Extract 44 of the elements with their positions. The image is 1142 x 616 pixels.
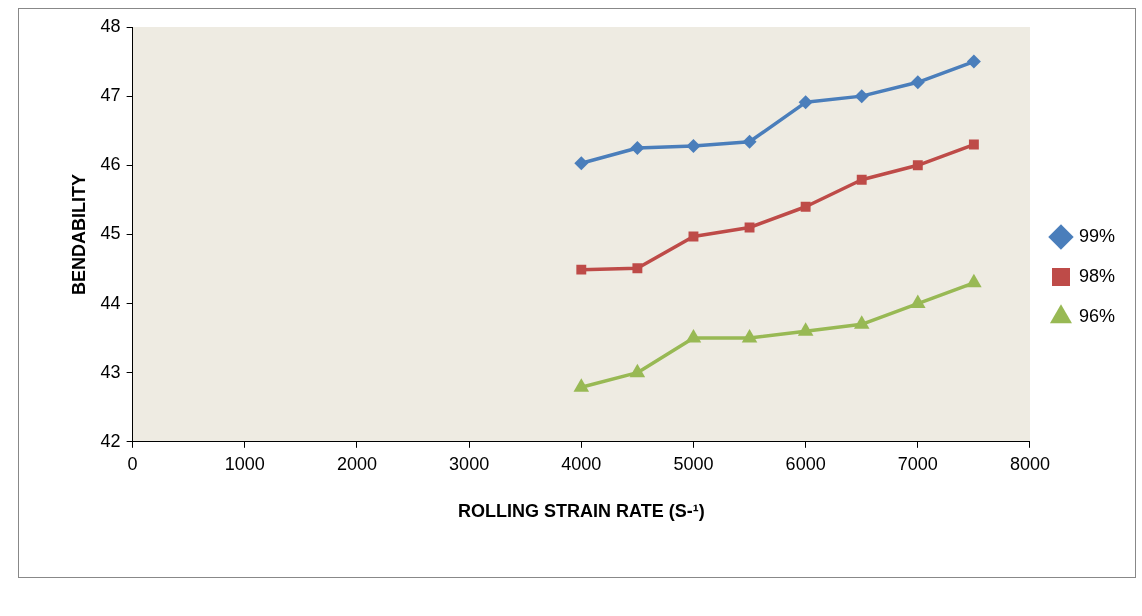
point xyxy=(744,222,755,233)
point xyxy=(966,54,981,69)
x-tick-label: 5000 xyxy=(673,453,714,474)
point xyxy=(912,160,923,171)
x-tick-label: 3000 xyxy=(449,453,490,474)
point xyxy=(741,329,758,343)
y-tick-label: 43 xyxy=(100,361,121,382)
y-tick-label: 47 xyxy=(100,85,121,106)
x-tick-label: 8000 xyxy=(1009,453,1050,474)
point xyxy=(686,138,701,153)
point xyxy=(685,329,702,343)
point xyxy=(576,264,587,275)
y-tick-label: 45 xyxy=(100,223,121,244)
y-tick-label: 48 xyxy=(100,15,121,36)
point xyxy=(966,273,982,288)
point xyxy=(910,75,925,90)
y-tick-label: 44 xyxy=(100,292,121,313)
point xyxy=(853,315,870,329)
x-tick-label: 0 xyxy=(127,453,138,474)
x-axis-title: ROLLING STRAIN RATE (S-¹) xyxy=(457,501,705,522)
point xyxy=(574,156,589,171)
x-tick-label: 1000 xyxy=(224,453,265,474)
point xyxy=(854,89,869,104)
point xyxy=(629,363,646,378)
y-tick-label: 46 xyxy=(100,154,121,175)
point xyxy=(856,174,867,185)
legend-label: 98% xyxy=(1078,265,1115,286)
point xyxy=(630,140,645,155)
legend-label: 96% xyxy=(1078,305,1115,326)
point xyxy=(573,378,590,392)
x-tick-label: 4000 xyxy=(561,453,602,474)
point xyxy=(798,95,813,110)
point xyxy=(742,134,757,149)
y-axis-title: BENDABILITY xyxy=(68,173,89,295)
x-tick-label: 7000 xyxy=(897,453,938,474)
point xyxy=(910,294,926,309)
x-tick-label: 6000 xyxy=(785,453,826,474)
point xyxy=(800,201,811,212)
legend-label: 99% xyxy=(1078,225,1115,246)
point xyxy=(632,263,643,274)
x-tick-label: 2000 xyxy=(336,453,377,474)
point xyxy=(968,139,979,150)
point xyxy=(797,322,814,336)
y-tick-label: 42 xyxy=(100,430,121,451)
